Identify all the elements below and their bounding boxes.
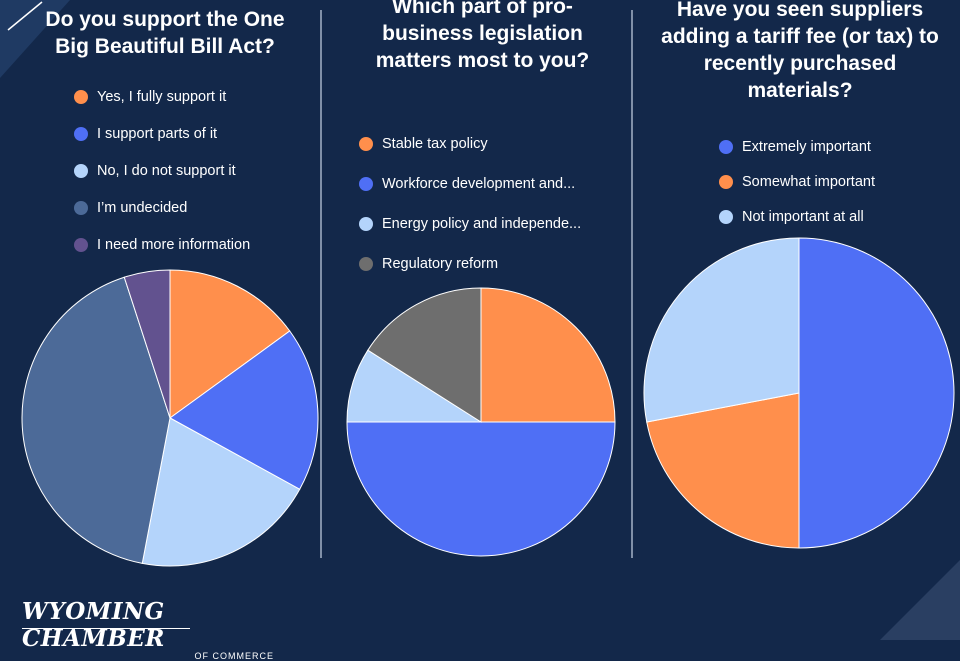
- legend-swatch: [719, 175, 733, 189]
- pie-slice-2: [169, 330, 319, 490]
- chart-3-legend: Extremely important Somewhat important N…: [719, 137, 875, 227]
- legend-label: Not important at all: [742, 209, 864, 225]
- chart-1-pie: [21, 269, 319, 567]
- chart-2-pie: [346, 287, 616, 557]
- legend-label: Stable tax policy: [382, 136, 488, 152]
- divider-left: [320, 10, 322, 558]
- legend-label: Extremely important: [742, 139, 871, 155]
- logo-rule: [22, 628, 190, 629]
- legend-item: Regulatory reform: [359, 254, 581, 274]
- legend-swatch: [74, 238, 88, 252]
- legend-item: Yes, I fully support it: [74, 87, 250, 107]
- legend-label: I’m undecided: [97, 200, 188, 216]
- legend-item: I support parts of it: [74, 124, 250, 144]
- wyoming-chamber-logo: WYOMING CHAMBER OF COMMERCE: [22, 598, 282, 661]
- legend-item: Energy policy and independe...: [359, 214, 581, 234]
- legend-item: Somewhat important: [719, 172, 875, 192]
- pie-slice-1: [798, 237, 955, 549]
- legend-item: Stable tax policy: [359, 134, 581, 154]
- legend-swatch: [74, 127, 88, 141]
- legend-swatch: [359, 137, 373, 151]
- legend-item: I’m undecided: [74, 198, 250, 218]
- legend-swatch: [74, 201, 88, 215]
- chart-1-legend: Yes, I fully support it I support parts …: [74, 87, 250, 255]
- logo-wordmark: WYOMING CHAMBER: [22, 598, 165, 652]
- chart-2-title: Which part of pro-business legislation m…: [375, 0, 590, 72]
- legend-item: Extremely important: [719, 137, 875, 157]
- pie-slice-2: [346, 421, 616, 557]
- pie-slice-5: [123, 269, 171, 419]
- legend-swatch: [719, 210, 733, 224]
- legend-label: I support parts of it: [97, 126, 218, 142]
- legend-swatch: [359, 177, 373, 191]
- legend-item: I need more information: [74, 235, 250, 255]
- corner-decoration-top-left: [0, 0, 70, 78]
- legend-item: Not important at all: [719, 207, 875, 227]
- legend-item: Workforce development and...: [359, 174, 581, 194]
- legend-label: Yes, I fully support it: [97, 89, 227, 105]
- chart-3-title: Have you seen suppliers adding a tariff …: [661, 0, 939, 102]
- legend-swatch: [359, 217, 373, 231]
- chart-2-legend: Stable tax policy Workforce development …: [359, 134, 581, 274]
- legend-label: Somewhat important: [742, 174, 875, 190]
- pie-slice-3: [643, 237, 800, 423]
- legend-label: I need more information: [97, 237, 251, 253]
- corner-decoration-bottom-right: [880, 560, 960, 640]
- pie-slice-1: [480, 287, 616, 423]
- pie-slice-2: [646, 392, 800, 549]
- pie-slice-4: [21, 276, 171, 564]
- legend-label: Workforce development and...: [382, 176, 576, 192]
- divider-right: [631, 10, 633, 558]
- legend-swatch: [359, 257, 373, 271]
- logo-subtitle: OF COMMERCE: [194, 651, 274, 661]
- chart-1-title: Do you support the One Big Beautiful Bil…: [45, 8, 285, 58]
- pie-slice-4: [367, 287, 482, 423]
- legend-label: No, I do not support it: [97, 163, 236, 179]
- legend-swatch: [719, 140, 733, 154]
- legend-swatch: [74, 164, 88, 178]
- chart-3-pie: [643, 237, 955, 549]
- pie-slice-1: [169, 269, 291, 419]
- legend-item: No, I do not support it: [74, 161, 250, 181]
- legend-label: Regulatory reform: [382, 256, 499, 272]
- legend-swatch: [74, 90, 88, 104]
- legend-label: Energy policy and independe...: [382, 216, 582, 232]
- pie-slice-3: [141, 417, 301, 567]
